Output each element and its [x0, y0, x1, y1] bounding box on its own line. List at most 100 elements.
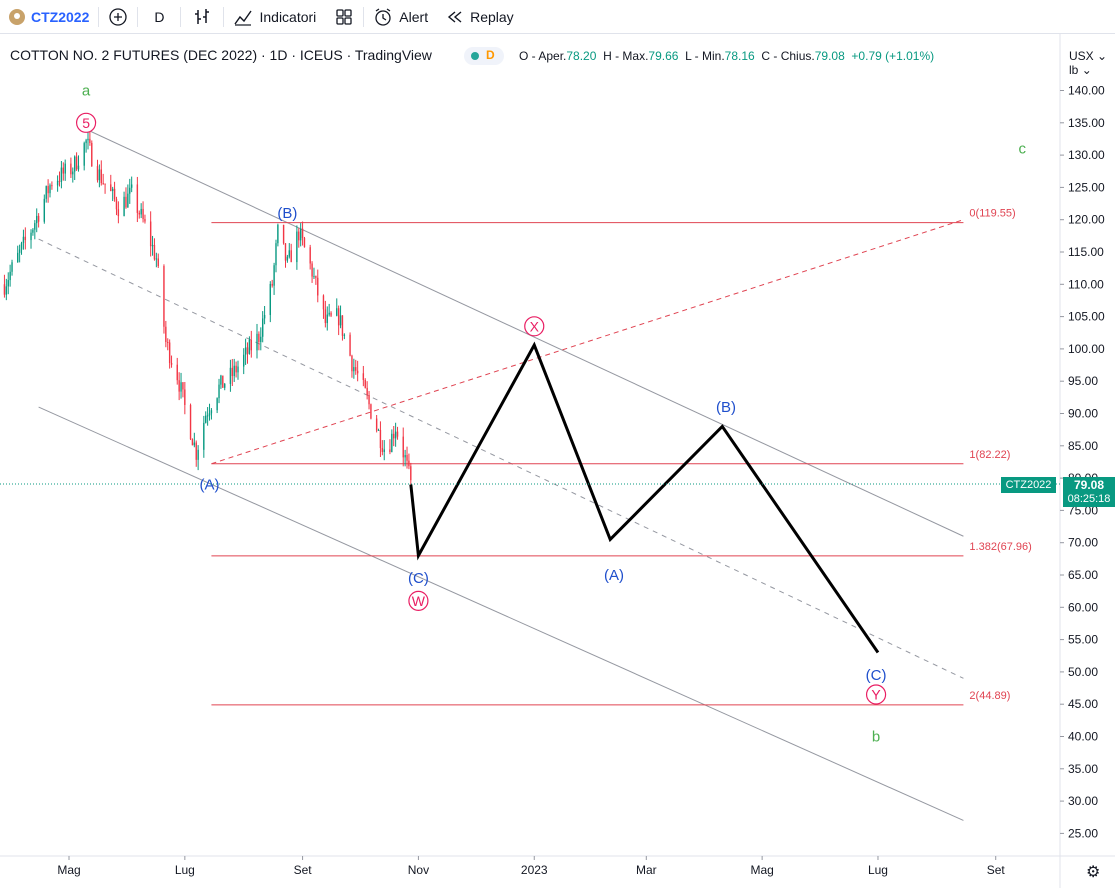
candle-body — [3, 284, 6, 295]
candle-body — [273, 265, 275, 286]
candle-body — [336, 308, 338, 316]
candle-body — [37, 215, 40, 222]
time-tick-label: Mag — [57, 863, 80, 877]
price-tick-label: 120.00 — [1068, 213, 1105, 227]
candle-body — [168, 342, 171, 364]
candle-body — [222, 375, 224, 388]
fib-level-label: 2(44.89) — [969, 690, 1010, 702]
candle-body — [381, 448, 384, 452]
high-label: H - Max. — [603, 49, 649, 63]
candle-body — [125, 196, 127, 208]
compare-button[interactable] — [99, 0, 137, 33]
currency-label: USX — [1069, 49, 1094, 63]
toolbar-divider — [223, 6, 225, 27]
price-tick-label: 70.00 — [1068, 536, 1098, 550]
candle-body — [167, 341, 169, 343]
price-tick-label: 35.00 — [1068, 762, 1098, 776]
alert-button[interactable]: Alert — [364, 0, 437, 33]
replay-button[interactable]: Replay — [437, 0, 523, 33]
candle-body — [203, 422, 205, 450]
add-symbol-icon — [109, 7, 128, 26]
candle-body — [299, 228, 302, 241]
candle-body — [339, 315, 342, 326]
candle-body — [49, 185, 51, 194]
candle-body — [184, 389, 186, 405]
candle-body — [123, 196, 125, 217]
price-tick-label: 60.00 — [1068, 600, 1098, 614]
candle-body — [77, 165, 80, 170]
time-tick-label: 2023 — [521, 863, 548, 877]
channel-lower-line — [38, 406, 964, 821]
chart-type-button[interactable] — [181, 0, 223, 33]
candle-body — [260, 336, 262, 343]
candle-body — [197, 449, 199, 460]
candle-body — [98, 169, 101, 181]
currency-selector[interactable]: USX ⌄ lb ⌄ — [1069, 49, 1107, 77]
candle-body — [364, 379, 366, 388]
candle-body — [246, 347, 249, 354]
candle-body — [178, 380, 180, 392]
wave-label-c: (C) — [866, 667, 887, 684]
candle-body — [261, 318, 264, 337]
price-tick-label: 90.00 — [1068, 407, 1098, 421]
candle-body — [191, 439, 194, 446]
wave-label-a: (A) — [604, 567, 624, 584]
fib-trend-line — [211, 219, 964, 465]
chevron-down-icon: ⌄ — [1097, 49, 1108, 63]
candle-body — [220, 375, 222, 385]
fib-level-label: 0(119.55) — [969, 208, 1015, 220]
candle-body — [290, 250, 292, 263]
candle-body — [250, 340, 253, 351]
candle-body — [20, 243, 23, 250]
candle-body — [85, 140, 87, 144]
open-label: O - Aper. — [519, 49, 567, 63]
time-tick-label: Set — [294, 863, 313, 877]
candle-body — [275, 243, 277, 266]
candle-body — [408, 460, 410, 467]
gear-icon[interactable]: ⚙ — [1086, 864, 1101, 881]
candle-body — [91, 142, 93, 167]
candle-body — [157, 258, 159, 267]
candle-body — [326, 314, 328, 324]
live-dot-icon — [471, 52, 479, 60]
candle-body — [394, 431, 397, 439]
candle-body — [375, 418, 378, 431]
wave-circle — [408, 590, 429, 611]
top-toolbar: CTZ2022 D Indicatori Alert Replay — [0, 0, 1115, 34]
symbol-search[interactable]: CTZ2022 — [0, 0, 98, 33]
price-tick-label: 25.00 — [1068, 826, 1098, 840]
candle-body — [256, 333, 258, 351]
candle-body — [195, 442, 197, 460]
candle-body — [402, 436, 404, 458]
candle-body — [30, 232, 32, 241]
candle-body — [36, 215, 38, 224]
candle-body — [51, 185, 53, 187]
candle-body — [96, 166, 99, 181]
indicators-button[interactable]: Indicatori — [224, 0, 325, 33]
close-label: C - Chius. — [761, 49, 815, 63]
candle-body — [301, 228, 304, 238]
price-chart[interactable]: 0(119.55) 1(82.22) 1.382(67.96) 2(44.89) a 5… — [0, 34, 1115, 888]
candle-body — [309, 247, 311, 264]
candle-body — [18, 249, 21, 253]
layouts-button[interactable] — [325, 0, 363, 33]
candle-body — [231, 367, 234, 377]
interval-button[interactable]: D — [138, 0, 180, 33]
last-price-badge: 79.08 08:25:18 — [1063, 477, 1115, 507]
time-tick-label: Lug — [868, 863, 888, 877]
candle-body — [7, 280, 9, 287]
market-status-badge[interactable]: D — [464, 47, 504, 65]
candle-body — [189, 404, 192, 440]
candle-body — [100, 169, 102, 184]
replay-label: Replay — [470, 8, 514, 25]
candle-body — [216, 398, 218, 411]
plot-area — [0, 34, 1060, 856]
indicators-label: Indicatori — [259, 8, 317, 25]
wave-label-x: X — [530, 318, 540, 334]
candle-body — [296, 231, 298, 263]
candle-body — [136, 184, 139, 213]
candle-body — [138, 212, 140, 215]
candle-body — [110, 184, 112, 192]
candle-body — [317, 277, 319, 296]
candle-body — [87, 138, 89, 141]
